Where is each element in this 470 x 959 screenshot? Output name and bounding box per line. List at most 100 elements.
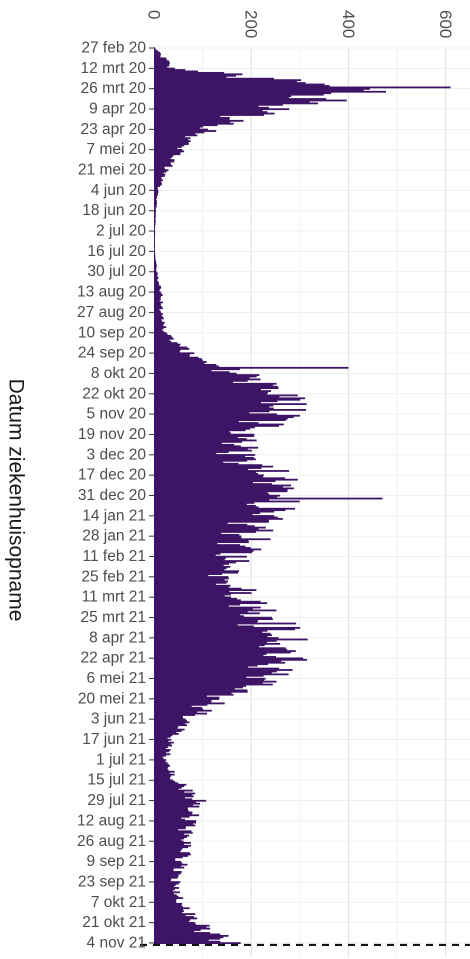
bar [154, 682, 263, 684]
bar [154, 602, 268, 605]
bar [154, 115, 221, 118]
bar [154, 366, 349, 369]
x-tick-label: 0 [145, 10, 164, 19]
bar [154, 461, 224, 464]
bar [154, 291, 161, 294]
bar [154, 378, 261, 381]
bar [154, 458, 256, 461]
bar [154, 284, 160, 286]
bar [154, 395, 280, 398]
bar [154, 785, 185, 788]
bar [154, 824, 196, 827]
bar [154, 134, 198, 137]
bar [154, 609, 277, 612]
bar [154, 499, 270, 501]
bar [154, 548, 262, 551]
bar [154, 696, 220, 699]
bar [154, 416, 294, 419]
bar [154, 586, 229, 589]
y-tick-label: 22 okt 20 [82, 385, 146, 402]
bar [154, 888, 175, 891]
bar [154, 743, 171, 745]
bar [154, 475, 264, 478]
bar [154, 533, 240, 536]
bar [154, 926, 207, 929]
bar [154, 573, 223, 576]
bar [154, 862, 183, 865]
bar [154, 92, 332, 95]
bar [154, 823, 193, 825]
bar [154, 481, 253, 484]
bar [154, 549, 254, 552]
bar [154, 792, 196, 795]
bar [154, 547, 251, 549]
bar [154, 528, 259, 530]
bar [154, 695, 207, 698]
bar [154, 828, 179, 831]
bar [154, 403, 307, 406]
bar [154, 348, 190, 350]
gridlines [154, 47, 470, 957]
bar [154, 518, 283, 520]
bar [154, 138, 189, 141]
bar [154, 215, 156, 218]
bar [154, 233, 156, 236]
bar [154, 243, 155, 246]
bar [154, 666, 249, 668]
bar [154, 741, 174, 744]
bar [154, 853, 191, 856]
bar [154, 565, 231, 568]
y-tick-label: 21 mei 20 [78, 162, 146, 179]
y-tick-label: 25 mrt 21 [81, 609, 146, 626]
bar [154, 441, 243, 443]
bar [154, 182, 162, 185]
bar [154, 703, 208, 706]
bar [154, 151, 181, 154]
y-tick-label: 11 mrt 21 [82, 589, 146, 606]
bar [154, 230, 156, 233]
bar [154, 493, 270, 496]
bar [154, 924, 210, 927]
bar [154, 593, 231, 596]
bar [154, 159, 175, 161]
bar [154, 70, 198, 73]
bar [154, 137, 191, 140]
bar [154, 940, 221, 943]
bar [154, 621, 258, 623]
bar [154, 538, 271, 541]
bar [154, 812, 192, 815]
bar [154, 522, 228, 525]
bar [154, 709, 212, 712]
bar [154, 780, 176, 783]
bar [154, 683, 273, 686]
y-tick-label: 25 feb 21 [81, 568, 146, 585]
bar [154, 625, 254, 628]
x-tick-label: 200 [242, 10, 261, 38]
bar [154, 846, 189, 849]
bar [154, 247, 155, 250]
bar [154, 269, 157, 272]
bar [154, 55, 161, 58]
bar [154, 507, 296, 510]
bar [154, 676, 247, 679]
bar [154, 326, 167, 329]
bar [154, 66, 168, 68]
bar [154, 140, 191, 143]
bar [154, 89, 364, 92]
bar [154, 616, 272, 619]
bar [154, 799, 207, 802]
bar [154, 535, 242, 538]
bar [154, 913, 196, 915]
bar [154, 64, 170, 67]
bar [154, 103, 283, 106]
bar [154, 414, 300, 417]
bar [154, 343, 181, 346]
bar [154, 295, 162, 298]
bar [154, 542, 218, 545]
bar [154, 570, 240, 573]
bar [154, 580, 229, 583]
bar [154, 551, 253, 554]
bar [154, 95, 292, 98]
bar [154, 53, 161, 55]
bar [154, 859, 176, 862]
